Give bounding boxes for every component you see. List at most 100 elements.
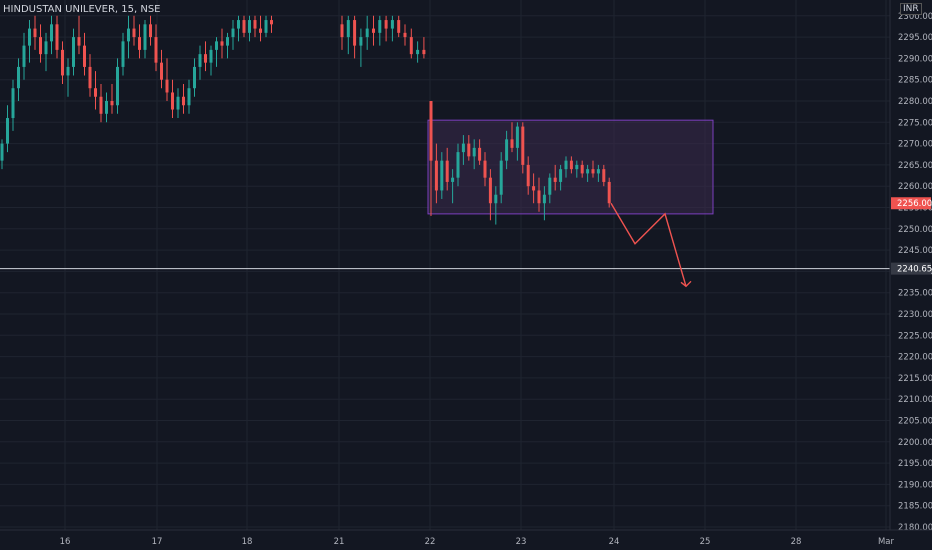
- candle-body: [94, 88, 97, 97]
- candle-body: [505, 139, 509, 161]
- time-tick-label: 23: [516, 537, 527, 547]
- candle-body: [121, 41, 125, 67]
- candle-body: [526, 164, 530, 187]
- time-tick-label: 17: [152, 537, 163, 547]
- price-tick-label: 2235.00: [898, 289, 932, 299]
- candle-body: [510, 139, 514, 148]
- grid-lines: [0, 0, 890, 530]
- candle-body: [99, 96, 103, 114]
- candle-body: [33, 28, 37, 38]
- price-tick-label: 2205.00: [898, 417, 932, 427]
- candle-body: [154, 37, 158, 63]
- candle-body: [359, 37, 363, 46]
- candle-body: [50, 24, 53, 42]
- projection-path[interactable]: [610, 202, 692, 288]
- candle-body: [231, 28, 235, 38]
- candle-body: [488, 177, 492, 204]
- candle-body: [434, 160, 438, 191]
- time-axis[interactable]: 16 17 18 21 22 23 24 25 28 Mar: [0, 529, 932, 550]
- price-tick-label: 2185.00: [898, 502, 932, 512]
- price-tick-label: 2190.00: [898, 480, 932, 490]
- candle-body: [409, 37, 413, 55]
- candle-body: [532, 186, 536, 191]
- candle-body: [494, 194, 498, 204]
- candle-body: [83, 45, 86, 67]
- candle-body: [165, 79, 169, 93]
- candle-body: [346, 20, 350, 38]
- price-axis[interactable]: 2180.00 2185.00 2190.00 2195.00 2200.00 2205.…: [889, 0, 932, 550]
- price-tick-label: 2200.00: [898, 438, 932, 448]
- price-tick-label: 2265.00: [898, 161, 932, 171]
- candle-body: [44, 41, 48, 55]
- candle-body: [553, 177, 557, 182]
- candle-body: [537, 190, 541, 204]
- candle-body: [353, 20, 357, 46]
- candle-body: [548, 177, 552, 195]
- candle-body: [456, 152, 460, 178]
- currency-badge[interactable]: INR: [900, 3, 922, 15]
- projection-line[interactable]: [610, 202, 687, 287]
- candle-body: [17, 66, 20, 89]
- candle-body: [384, 20, 388, 29]
- price-tick-label: 2270.00: [898, 140, 932, 150]
- candle-body: [22, 45, 26, 67]
- candle-body: [198, 54, 202, 67]
- candle-body: [253, 20, 257, 29]
- candle-body: [28, 28, 31, 46]
- candle-body: [602, 169, 606, 182]
- time-tick-label: 16: [60, 537, 71, 547]
- candle-body: [6, 118, 9, 144]
- candle-body: [559, 169, 563, 182]
- candle-body: [149, 24, 152, 38]
- level-price-tag: [891, 262, 931, 275]
- price-tick-label: 2290.00: [898, 54, 932, 64]
- candle-body: [378, 20, 382, 33]
- candle-body: [193, 66, 196, 89]
- candle-body: [204, 54, 207, 63]
- candle-body: [132, 28, 136, 38]
- price-tick-label: 2250.00: [898, 225, 932, 235]
- candle-body: [440, 160, 444, 191]
- level-price-label: 2240.65: [897, 265, 932, 275]
- candle-body: [220, 41, 224, 46]
- candle-body: [483, 160, 487, 178]
- price-tick-label: 2230.00: [898, 310, 932, 320]
- price-tick-label: 2300.00: [898, 12, 932, 22]
- price-tick-label: 2195.00: [898, 459, 932, 469]
- candle-body: [55, 24, 59, 50]
- price-tick-label: 2210.00: [898, 395, 932, 405]
- candle-body: [445, 160, 449, 182]
- time-tick-label: 18: [242, 537, 253, 547]
- candle-body: [478, 147, 482, 161]
- candle-body: [176, 96, 180, 110]
- candle-body: [187, 88, 191, 106]
- candle-body: [248, 20, 251, 33]
- candle-body: [499, 160, 503, 195]
- price-tick-label: 2180.00: [898, 523, 932, 533]
- candle-body: [66, 66, 70, 76]
- candle-body: [171, 92, 174, 110]
- candle-body: [143, 24, 147, 50]
- candle-body: [461, 143, 465, 153]
- candle-body: [270, 20, 273, 25]
- price-tick-label: 2220.00: [898, 353, 932, 363]
- candle-body: [11, 88, 15, 119]
- candle-body: [182, 96, 185, 106]
- candle-body: [429, 101, 433, 161]
- candle-body: [451, 177, 455, 182]
- candle-body: [242, 20, 246, 33]
- time-tick-label: 24: [609, 537, 620, 547]
- candle-body: [515, 126, 519, 148]
- time-tick-label: 21: [334, 537, 345, 547]
- candle-body: [575, 164, 579, 170]
- candles: [0, 15, 611, 225]
- price-tick-label: 2280.00: [898, 97, 932, 107]
- candle-body: [77, 37, 81, 46]
- price-tick-label: 2225.00: [898, 331, 932, 341]
- price-tick-label: 2260.00: [898, 182, 932, 192]
- candle-body: [564, 160, 568, 170]
- candle-body: [390, 20, 394, 29]
- projection-arrowhead: [680, 280, 692, 288]
- price-tick-label: 2285.00: [898, 76, 932, 86]
